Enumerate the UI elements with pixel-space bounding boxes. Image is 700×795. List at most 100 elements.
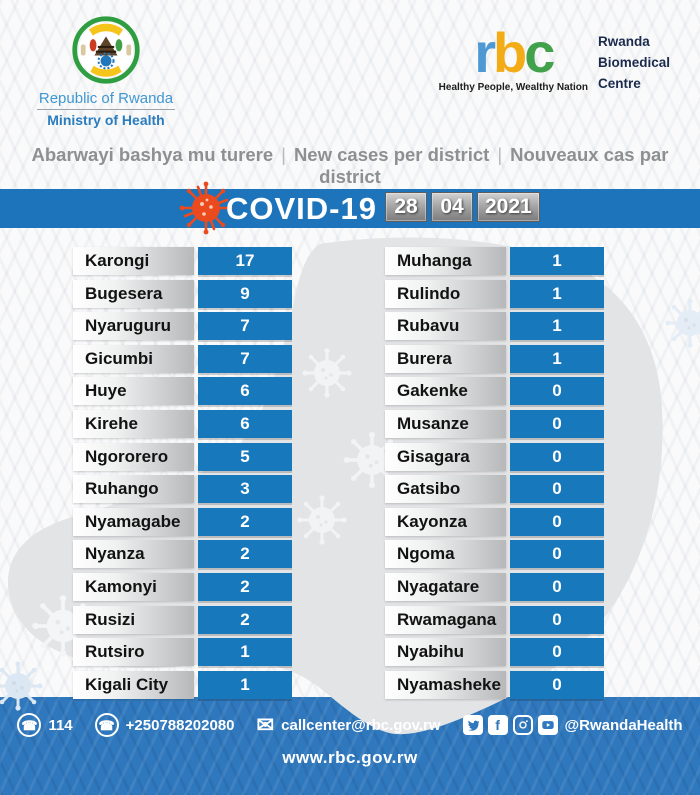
rbc-logo: rbc Healthy People, Wealthy Nation Rwand… [438, 25, 670, 95]
district-name: Karongi [73, 247, 194, 275]
social-icons: f [462, 715, 558, 735]
ministry-label: Ministry of Health [37, 109, 175, 128]
phone-number: +250788202080 [125, 716, 235, 734]
email-address: callcenter@rbc.gov.rw [281, 716, 441, 734]
rbc-letter-r: r [474, 21, 496, 84]
cases-column-left: Karongi 17 Bugesera 9 Nyaruguru 7 Gicumbi 7 Huye… [73, 247, 292, 699]
district-row: Rubavu 1 [385, 312, 604, 341]
district-row: Muhanga 1 [385, 247, 604, 275]
rbc-name-line: Rwanda [597, 34, 650, 49]
district-name: Huye [73, 377, 194, 406]
district-row: Nyanza 2 [73, 540, 292, 569]
district-name: Rubavu [385, 312, 506, 341]
district-row: Nyaruguru 7 [73, 312, 292, 341]
district-cases: 0 [510, 442, 604, 471]
district-name: Nyaruguru [73, 312, 194, 341]
district-row: Rulindo 1 [385, 279, 604, 308]
district-cases: 0 [510, 507, 604, 536]
footer-contacts: ☎ 114 ☎ +250788202080 ✉ callcenter@rbc.g… [0, 697, 700, 737]
hotline-number: 114 [48, 716, 73, 734]
district-row: Musanze 0 [385, 409, 604, 438]
district-cases: 0 [510, 638, 604, 667]
district-cases: 7 [198, 344, 292, 373]
district-row: Nyabihu 0 [385, 638, 604, 667]
district-row: Ngoma 0 [385, 540, 604, 569]
subtitle-english: New cases per district [293, 144, 490, 165]
rbc-name: Rwanda Biomedical Centre [598, 28, 670, 95]
instagram-icon [512, 715, 533, 735]
ministry-of-health-logo: Republic of Rwanda Ministry of Health [0, 16, 212, 130]
rbc-letter-b: b [493, 21, 527, 84]
district-cases: 1 [510, 247, 604, 275]
district-name: Rwamagana [385, 605, 506, 634]
date-day: 28 [385, 192, 427, 222]
district-cases: 5 [198, 442, 292, 471]
district-row: Kamonyi 2 [73, 572, 292, 601]
district-row: Gakenke 0 [385, 377, 604, 406]
subtitle-french: Nouveaux cas par district [319, 144, 669, 187]
subtitle-separator: | [281, 144, 286, 165]
district-cases: 0 [510, 377, 604, 406]
district-cases: 17 [198, 247, 292, 275]
district-name: Nyagatare [385, 572, 506, 601]
district-cases: 1 [510, 312, 604, 341]
district-row: Rusizi 2 [73, 605, 292, 634]
district-cases: 2 [198, 507, 292, 536]
district-row: Kirehe 6 [73, 409, 292, 438]
district-row: Gisagara 0 [385, 442, 604, 471]
district-cases: 0 [510, 605, 604, 634]
district-name: Ngororero [73, 442, 194, 471]
email-icon: ✉ [256, 713, 275, 737]
rbc-tagline: Healthy People, Wealthy Nation [438, 82, 588, 94]
rbc-name-line: Centre [597, 75, 641, 91]
district-row: Rwamagana 0 [385, 605, 604, 634]
district-name: Musanze [385, 409, 506, 438]
date-month: 04 [431, 192, 473, 222]
district-cases: 1 [198, 638, 292, 667]
district-name: Kigali City [73, 670, 194, 699]
twitter-icon [462, 715, 483, 735]
phone-icon: ☎ [17, 713, 42, 737]
district-name: Bugesera [73, 279, 194, 308]
facebook-icon: f [487, 715, 508, 735]
district-row: Nyamagabe 2 [73, 507, 292, 536]
date-year: 2021 [477, 192, 540, 222]
social-contact: f @RwandaHealth [462, 715, 683, 735]
district-name: Nyamasheke [385, 670, 506, 699]
banner-title: COVID-19 [226, 191, 377, 226]
district-cases: 1 [198, 670, 292, 699]
district-cases: 6 [198, 377, 292, 406]
phone-icon: ☎ [94, 713, 119, 737]
subtitle-kinyarwanda: Abarwayi bashya mu turere [31, 144, 274, 165]
district-cases: 0 [510, 409, 604, 438]
hotline: ☎ 114 [17, 713, 73, 737]
district-cases: 9 [198, 279, 292, 308]
rbc-name-line: Biomedical [597, 54, 670, 70]
covid-banner: COVID-19 28 04 2021 [0, 181, 700, 235]
district-cases: 7 [198, 312, 292, 341]
district-cases: 2 [198, 572, 292, 601]
district-cases: 2 [198, 540, 292, 569]
youtube-icon [537, 715, 558, 735]
district-cases: 1 [510, 344, 604, 373]
district-name: Gatsibo [385, 475, 506, 504]
rbc-letter-c: c [524, 21, 555, 84]
district-name: Ngoma [385, 540, 506, 569]
district-cases: 0 [510, 572, 604, 601]
subtitle-separator: | [497, 144, 503, 165]
district-cases: 1 [510, 279, 604, 308]
district-row: Burera 1 [385, 344, 604, 373]
district-row: Kayonza 0 [385, 507, 604, 536]
district-name: Nyabihu [385, 638, 506, 667]
district-name: Kamonyi [73, 572, 194, 601]
subtitle: Abarwayi bashya mu turere | New cases per … [0, 144, 700, 188]
virus-icon [179, 181, 233, 235]
footer: ☎ 114 ☎ +250788202080 ✉ callcenter@rbc.g… [0, 697, 700, 795]
district-name: Rutsiro [73, 638, 194, 667]
district-name: Rusizi [73, 605, 194, 634]
district-name: Kirehe [73, 409, 194, 438]
district-row: Kigali City 1 [73, 670, 292, 699]
social-handle: @RwandaHealth [564, 716, 683, 734]
cases-column-right: Muhanga 1 Rulindo 1 Rubavu 1 Burera 1 Gakenke 0 Mu… [385, 247, 604, 699]
